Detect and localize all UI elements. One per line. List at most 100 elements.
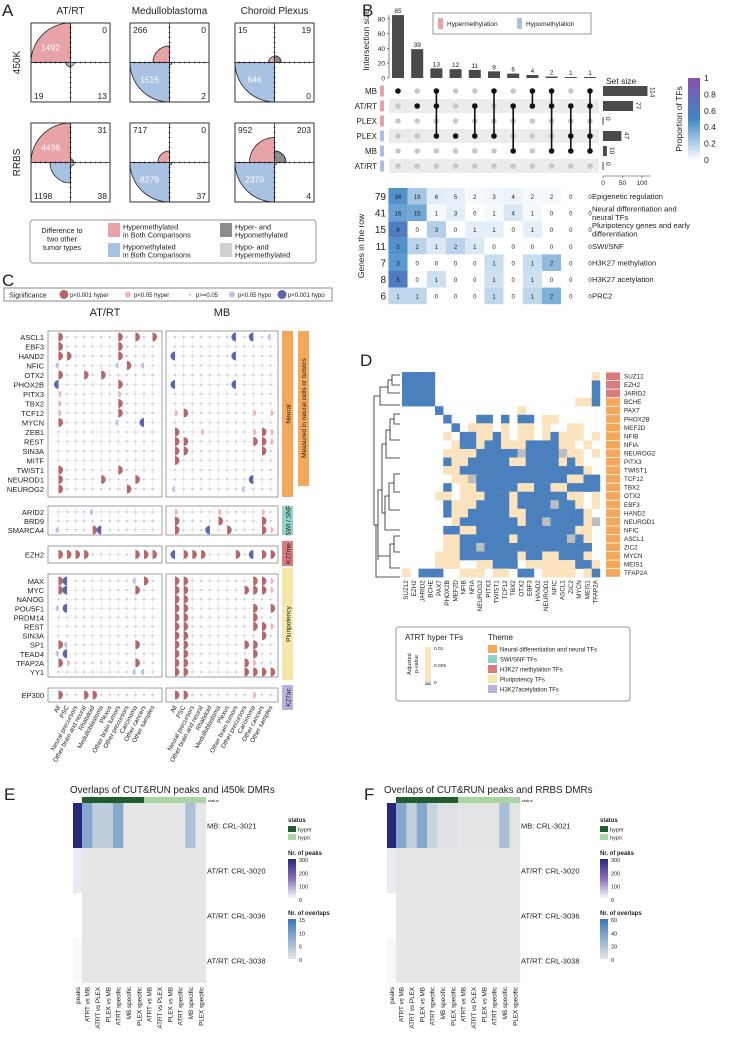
heatmap-cell bbox=[492, 568, 502, 578]
dot-not-significant bbox=[108, 345, 111, 348]
dot-not-significant bbox=[108, 579, 111, 583]
heatmap-cell bbox=[558, 440, 568, 450]
dot-not-significant bbox=[260, 468, 264, 472]
heatmap-cell bbox=[459, 431, 469, 441]
dot-not-significant bbox=[83, 335, 86, 339]
dot-not-significant bbox=[125, 616, 128, 619]
dot-not-significant bbox=[91, 345, 94, 348]
heatmap-cell bbox=[550, 491, 559, 501]
column-label: ATRT vs MB bbox=[85, 987, 92, 1022]
dot-not-significant bbox=[134, 411, 137, 415]
legend-item-label: Hypomethylated bbox=[123, 243, 176, 252]
heatmap-cell bbox=[517, 508, 526, 518]
dot-hyper-strong bbox=[175, 603, 180, 613]
overlap-cell bbox=[164, 803, 176, 848]
non-member-dot bbox=[548, 163, 555, 169]
overlap-cell bbox=[195, 938, 207, 983]
count-label: 2 bbox=[201, 91, 206, 101]
overlap-cell bbox=[406, 848, 417, 893]
dot-not-significant bbox=[191, 468, 194, 472]
dot-not-significant bbox=[208, 440, 211, 443]
heatmap-cell bbox=[501, 431, 510, 441]
set-size-title: Set size bbox=[606, 76, 637, 86]
dot-not-significant bbox=[226, 392, 229, 396]
dot-not-significant bbox=[100, 468, 103, 472]
dot-not-significant bbox=[191, 528, 194, 532]
dot-not-significant bbox=[151, 652, 154, 655]
heatmap-cell bbox=[465, 221, 485, 238]
dot-not-significant bbox=[217, 402, 220, 405]
row-label: differentiation bbox=[592, 230, 637, 239]
non-member-dot bbox=[395, 103, 401, 109]
dot-not-significant bbox=[200, 478, 203, 481]
status-bar-hyper bbox=[437, 797, 448, 803]
cell-value: 0 bbox=[550, 228, 554, 234]
dot-not-significant bbox=[234, 579, 237, 583]
dot-not-significant bbox=[125, 607, 128, 610]
dot-not-significant bbox=[191, 652, 194, 655]
overlap-cell bbox=[447, 803, 459, 848]
dot-not-significant bbox=[65, 440, 69, 443]
heatmap-cell bbox=[542, 457, 551, 467]
status-bar-hypo bbox=[154, 797, 165, 803]
dot-not-significant bbox=[142, 392, 146, 396]
dot-hypo-strong bbox=[54, 380, 59, 389]
dot-not-significant bbox=[151, 478, 154, 481]
dot-hyper-strong bbox=[262, 631, 267, 641]
dot-not-significant bbox=[200, 354, 203, 358]
dot-hyper-strong bbox=[183, 585, 189, 595]
dot-hyper-strong bbox=[135, 550, 140, 559]
dot-not-significant bbox=[91, 670, 94, 674]
colorbar-tick-label: 300 bbox=[299, 858, 308, 864]
quadrant-area bbox=[49, 162, 71, 184]
cell-value: 2 bbox=[454, 245, 458, 251]
overlap-cell bbox=[416, 938, 428, 983]
heatmap-cell bbox=[567, 517, 576, 527]
overlap-cell bbox=[437, 893, 448, 938]
dot-not-significant bbox=[83, 345, 86, 348]
intersection-bar bbox=[545, 76, 558, 78]
overlap-cell bbox=[468, 938, 479, 983]
cell-value: 3 bbox=[435, 228, 439, 234]
heatmap-cell bbox=[561, 237, 581, 255]
column-label: ATRT vs MB bbox=[461, 987, 468, 1022]
cell-value: 3 bbox=[492, 195, 496, 201]
heatmap-cell bbox=[509, 500, 518, 509]
heatmap-cell bbox=[476, 483, 485, 492]
row-gene-label: NEUROD1 bbox=[624, 519, 655, 526]
column-label: ATRT specific bbox=[178, 987, 185, 1026]
dot-not-significant bbox=[234, 402, 237, 405]
dot-not-significant bbox=[200, 468, 203, 472]
count-label: 19 bbox=[302, 25, 312, 35]
dot-not-significant bbox=[65, 634, 69, 637]
dot-not-significant bbox=[208, 579, 211, 583]
dot-not-significant bbox=[226, 510, 229, 514]
theme-annotation bbox=[606, 432, 620, 440]
dot-not-significant bbox=[217, 693, 220, 697]
legend-item-label: Hypo- and bbox=[235, 243, 269, 252]
heatmap-cell bbox=[388, 271, 408, 288]
dot-not-significant bbox=[117, 634, 120, 637]
legend-swatch bbox=[600, 826, 608, 832]
dot-not-significant bbox=[108, 373, 111, 377]
dot-not-significant bbox=[74, 411, 77, 415]
heatmap-cell bbox=[451, 448, 460, 458]
dot-not-significant bbox=[217, 421, 220, 424]
dot-not-significant bbox=[142, 487, 146, 491]
heatmap-cell bbox=[492, 466, 502, 475]
dot-not-significant bbox=[260, 693, 264, 697]
row-gene-label: SUZ12 bbox=[624, 374, 644, 381]
dot-not-significant bbox=[100, 693, 103, 697]
heatmap-cell bbox=[451, 457, 460, 467]
dot-not-significant bbox=[243, 510, 246, 514]
cell-value: 2 bbox=[473, 195, 477, 201]
dot-not-significant bbox=[108, 440, 111, 443]
colorbar-tick-label: 200 bbox=[299, 871, 308, 877]
dot-not-significant bbox=[100, 661, 103, 665]
dot-hypo-weak bbox=[267, 334, 271, 340]
cell-value: 0 bbox=[588, 278, 592, 284]
heatmap-cell bbox=[583, 474, 592, 484]
dot-not-significant bbox=[91, 579, 94, 583]
dot-not-significant bbox=[217, 478, 220, 481]
heatmap-cell bbox=[451, 440, 460, 450]
